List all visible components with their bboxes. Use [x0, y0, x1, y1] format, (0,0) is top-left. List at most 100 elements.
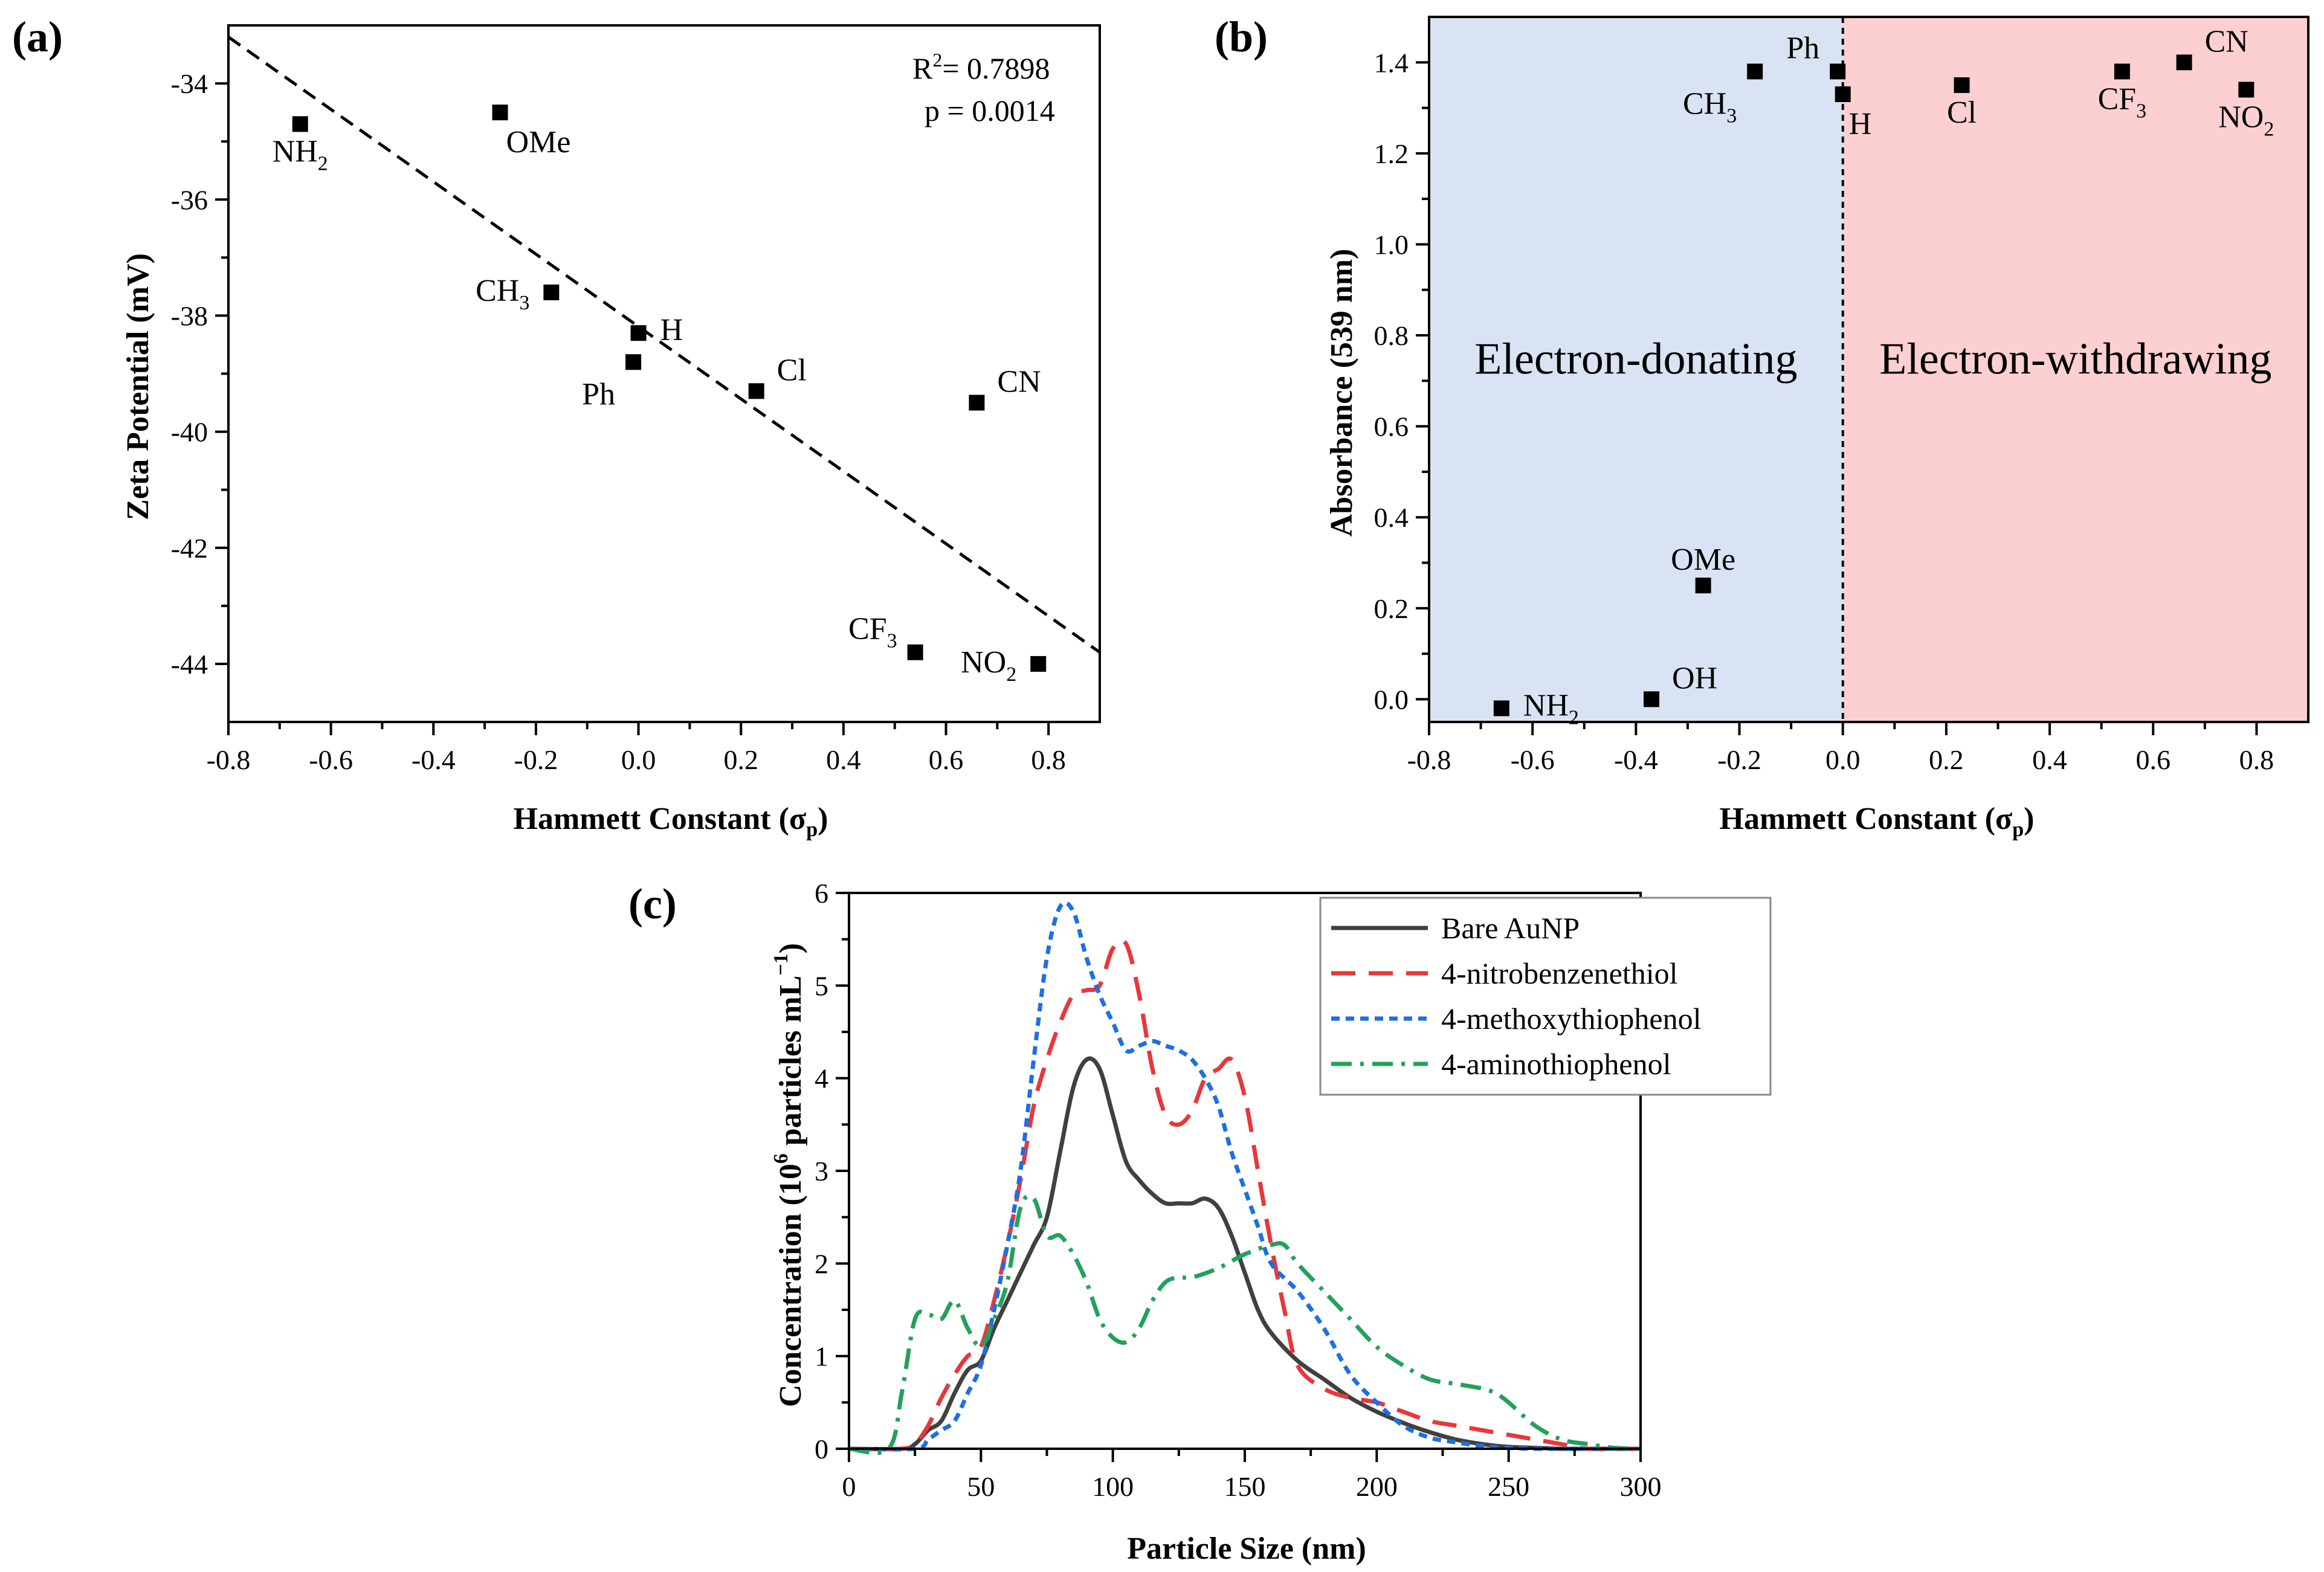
x-tick-label-c: 300: [1620, 1471, 1662, 1502]
y-axis-title-a: Zeta Potential (mV): [121, 253, 155, 520]
x-tick-label-b: -0.8: [1407, 744, 1451, 775]
data-point: [1954, 77, 1970, 93]
panel-label-c: (c): [628, 880, 677, 928]
point-label: CN: [2205, 24, 2248, 59]
point-label: CH3: [476, 274, 529, 314]
series-line-3: [848, 900, 1641, 1452]
y-tick-label-a: -42: [171, 533, 208, 564]
axes-c: 0 50 100 150 200 250 300 0 1 2 3 4 5 6: [815, 878, 1662, 1502]
r-squared-annotation: R2= 0.7898: [912, 49, 1050, 85]
x-tick-label-a: -0.8: [207, 744, 251, 775]
point-label: Cl: [1947, 95, 1977, 130]
data-point: [292, 116, 308, 132]
x-tick-label-c: 50: [967, 1471, 995, 1502]
x-tick-label-b: -0.2: [1717, 744, 1761, 775]
legend-box: [1319, 897, 1772, 1096]
panel-c: (c) 0 50 100 150 200 250 300 0 1 2 3 4 5 6 Bare AuNP 4…: [628, 878, 1772, 1566]
y-axis-title-b: Absorbance (539 nm): [1325, 249, 1359, 537]
data-point: [492, 105, 508, 121]
y-tick-label-a: -34: [171, 68, 208, 99]
y-tick-label-c: 2: [815, 1248, 828, 1279]
p-value-annotation: p = 0.0014: [925, 94, 1055, 127]
y-tick-label-c: 6: [815, 878, 828, 909]
scatter-points-layer: NH2 OH OMe CH3 Ph H Cl CF3 CN NO2: [1493, 24, 2274, 729]
data-point: [1747, 63, 1763, 80]
x-tick-label-b: 0.2: [1929, 744, 1964, 775]
data-point: [625, 354, 642, 370]
data-point: [630, 325, 647, 341]
panel-label-a: (a): [12, 13, 63, 61]
data-point: [748, 383, 764, 399]
data-point: [2114, 63, 2130, 80]
x-tick-label-c: 0: [842, 1471, 856, 1502]
y-axis-title-c: Concentration (106 particles mL−1): [770, 943, 808, 1407]
point-label: NO2: [961, 645, 1016, 686]
x-axis-title-c: Particle Size (nm): [1127, 1532, 1366, 1566]
point-label: OMe: [506, 125, 571, 159]
x-tick-label-b: 0.6: [2135, 744, 2171, 775]
y-tick-label-b: 0.4: [1374, 502, 1409, 533]
point-label: OMe: [1671, 543, 1735, 577]
y-tick-label-b: 1.0: [1374, 229, 1409, 260]
y-tick-label-c: 1: [815, 1341, 828, 1372]
data-point: [1644, 691, 1660, 707]
legend: Bare AuNP 4-nitrobenzenethiol 4-methoxythi…: [1319, 897, 1772, 1096]
plot-frame-a: [227, 24, 1101, 723]
point-label: NH2: [273, 134, 328, 175]
data-point: [1835, 86, 1851, 102]
point-label: CF3: [848, 612, 897, 652]
x-tick-label-c: 150: [1224, 1471, 1266, 1502]
point-label: NH2: [1523, 688, 1579, 729]
region-electron-donating: [1429, 17, 1843, 722]
x-tick-label-a: 0.8: [1031, 744, 1066, 775]
regression-line: [227, 36, 1101, 654]
x-tick-label-a: 0.0: [621, 744, 656, 775]
point-label: H: [660, 313, 683, 347]
data-point: [2176, 54, 2192, 71]
x-tick-label-b: 0.0: [1825, 744, 1861, 775]
x-tick-label-c: 200: [1356, 1471, 1398, 1502]
panel-b: (b) Electron-donating Electron-withdrawi…: [1215, 13, 2309, 841]
x-tick-label-a: -0.6: [309, 744, 353, 775]
point-label: Ph: [1786, 31, 1819, 65]
point-label: NO2: [2218, 100, 2274, 140]
y-tick-label-b: 1.4: [1374, 47, 1409, 78]
point-label: Cl: [777, 353, 807, 387]
data-point: [1493, 700, 1509, 717]
data-point: [1830, 63, 1846, 80]
legend-label: 4-aminothiophenol: [1441, 1047, 1671, 1081]
y-tick-label-a: -36: [171, 184, 208, 215]
y-tick-label-b: 0.2: [1374, 593, 1409, 624]
point-label: H: [1849, 107, 1872, 141]
point-label: CN: [997, 365, 1041, 399]
y-tick-label-b: 0.8: [1374, 320, 1409, 351]
plot-frame-b: [1428, 16, 2309, 723]
point-label: CH3: [1683, 86, 1737, 127]
y-tick-label-a: -38: [171, 300, 208, 331]
series-line-2: [848, 938, 1641, 1452]
y-tick-label-b: 0.6: [1374, 411, 1409, 442]
region-label-withdrawing: Electron-withdrawing: [1879, 335, 2271, 384]
point-label: OH: [1672, 661, 1717, 695]
point-label: CF3: [2098, 82, 2147, 122]
line-series-layer: [848, 900, 1641, 1455]
region-electron-withdrawing: [1842, 17, 2308, 722]
data-point: [2238, 82, 2255, 98]
y-tick-label-c: 3: [815, 1156, 828, 1187]
data-point: [907, 644, 923, 660]
region-label-donating: Electron-donating: [1474, 335, 1797, 384]
y-tick-label-a: -44: [171, 649, 208, 680]
data-point: [1030, 656, 1047, 672]
axes-b: -0.8 -0.6 -0.4 -0.2 0.0 0.2 0.4 0.6 0.8 0.0 0.2 0.4…: [1374, 16, 2309, 775]
legend-label: 4-nitrobenzenethiol: [1441, 956, 1678, 990]
data-point: [543, 284, 560, 300]
x-tick-label-c: 250: [1488, 1471, 1529, 1502]
legend-label: Bare AuNP: [1441, 911, 1580, 945]
y-tick-label-b: 0.0: [1374, 684, 1409, 715]
x-axis-title-b: Hammett Constant (σp): [1720, 802, 2035, 841]
y-tick-label-c: 4: [815, 1063, 828, 1094]
x-tick-label-a: -0.4: [412, 744, 456, 775]
y-tick-label-a: -40: [171, 417, 208, 448]
